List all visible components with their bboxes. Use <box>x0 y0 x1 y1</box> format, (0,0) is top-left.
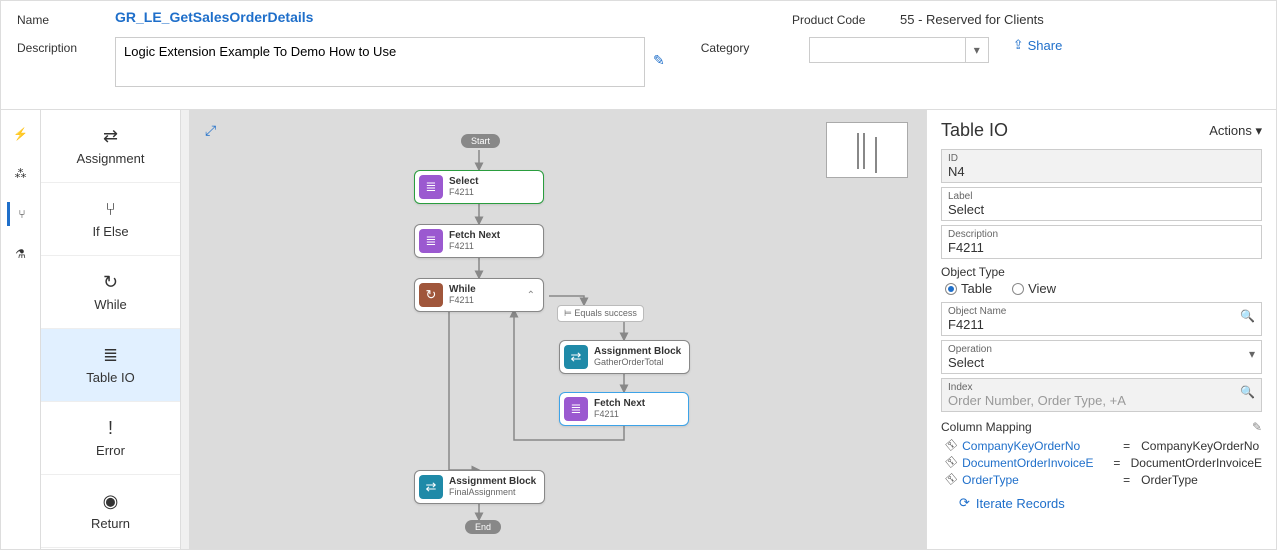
search-icon[interactable]: 🔍 <box>1234 379 1261 405</box>
rail-plug-icon[interactable]: ⚡ <box>9 122 33 146</box>
assignment-icon: ⇄ <box>564 345 588 369</box>
edit-description-icon[interactable]: ✎ <box>653 37 665 69</box>
key-icon: ⚿ <box>943 471 960 488</box>
end-node[interactable]: End <box>465 520 501 534</box>
db-icon: ≣ <box>564 397 588 421</box>
properties-panel: Table IO Actions ▾ ID N4 Label Select De… <box>926 110 1276 549</box>
chevron-up-icon: ⌃ <box>527 290 535 301</box>
iterate-records-button[interactable]: ⟳ Iterate Records <box>959 495 1065 511</box>
field-operation[interactable]: ▾ Operation Select <box>941 340 1262 374</box>
column-mapping-label: Column Mapping <box>941 420 1032 434</box>
condition-label[interactable]: ⊨ Equals success <box>557 305 644 322</box>
name-value[interactable]: GR_LE_GetSalesOrderDetails <box>115 9 313 25</box>
palette-error[interactable]: !Error <box>41 402 180 475</box>
assignment-icon: ⇄ <box>49 126 172 147</box>
actions-menu[interactable]: Actions ▾ <box>1209 123 1262 139</box>
description-label: Description <box>17 37 107 55</box>
chevron-down-icon: ▾ <box>1243 341 1261 367</box>
node-while[interactable]: ↻ WhileF4211 ⌃ <box>414 278 544 312</box>
radio-view[interactable]: View <box>1012 281 1056 296</box>
loop-icon: ↻ <box>419 283 443 307</box>
radio-table[interactable]: Table <box>945 281 992 296</box>
tableio-icon: ≣ <box>49 345 172 366</box>
rail-flask-icon[interactable]: ⚗ <box>9 242 33 266</box>
palette-assignment[interactable]: ⇄Assignment <box>41 110 180 183</box>
radio-dot-icon <box>945 283 957 295</box>
radio-dot-icon <box>1012 283 1024 295</box>
key-icon: ⚿ <box>943 437 960 454</box>
field-object-name[interactable]: 🔍 Object Name F4211 <box>941 302 1262 336</box>
product-code-value: 55 - Reserved for Clients <box>900 9 1260 27</box>
palette-tableio[interactable]: ≣Table IO <box>41 329 180 402</box>
panel-title: Table IO <box>941 120 1008 141</box>
rail-cluster-icon[interactable]: ⁂ <box>9 162 33 186</box>
db-icon: ≣ <box>419 175 443 199</box>
header-form: Name GR_LE_GetSalesOrderDetails Product … <box>1 1 1276 109</box>
node-assignment-2[interactable]: ⇄ Assignment BlockFinalAssignment <box>414 470 545 504</box>
object-type-label: Object Type <box>941 265 1262 279</box>
palette-ifelse[interactable]: ⑂If Else <box>41 183 180 256</box>
product-code-label: Product Code <box>792 9 892 27</box>
return-icon: ◉ <box>49 491 172 512</box>
palette-while[interactable]: ↻While <box>41 256 180 329</box>
key-icon: ⚿ <box>943 454 960 471</box>
node-fetch1[interactable]: ≣ Fetch NextF4211 <box>414 224 544 258</box>
palette-return[interactable]: ◉Return <box>41 475 180 548</box>
edit-mapping-icon[interactable]: ✎ <box>1252 420 1262 434</box>
mapping-row[interactable]: ⚿OrderType=OrderType <box>941 472 1262 487</box>
ifelse-icon: ⑂ <box>49 199 172 220</box>
field-label[interactable]: Label Select <box>941 187 1262 221</box>
palette: ⇄Assignment ⑂If Else ↻While ≣Table IO !E… <box>41 110 181 549</box>
share-button[interactable]: ⇪ Share <box>1013 37 1063 53</box>
db-icon: ≣ <box>419 229 443 253</box>
search-icon[interactable]: 🔍 <box>1234 303 1261 329</box>
description-input[interactable]: Logic Extension Example To Demo How to U… <box>115 37 645 87</box>
node-select[interactable]: ≣ SelectF4211 <box>414 170 544 204</box>
assignment-icon: ⇄ <box>419 475 443 499</box>
node-fetch2[interactable]: ≣ Fetch NextF4211 <box>559 392 689 426</box>
error-icon: ! <box>49 418 172 439</box>
while-icon: ↻ <box>49 272 172 293</box>
share-icon: ⇪ <box>1013 37 1024 53</box>
refresh-icon: ⟳ <box>959 495 970 511</box>
start-node[interactable]: Start <box>461 134 500 148</box>
category-select[interactable] <box>809 37 989 63</box>
mapping-row[interactable]: ⚿CompanyKeyOrderNo=CompanyKeyOrderNo <box>941 438 1262 453</box>
field-id: ID N4 <box>941 149 1262 183</box>
field-description[interactable]: Description F4211 <box>941 225 1262 259</box>
left-rail: ⚡ ⁂ ⑂ ⚗ <box>1 110 41 549</box>
canvas[interactable]: ⤢ Start ≣ SelectF42 <box>181 110 926 549</box>
node-assignment-1[interactable]: ⇄ Assignment BlockGatherOrderTotal <box>559 340 690 374</box>
field-index[interactable]: 🔍 Index Order Number, Order Type, +A <box>941 378 1262 412</box>
category-label: Category <box>701 37 801 55</box>
rail-tree-icon[interactable]: ⑂ <box>7 202 31 226</box>
mapping-row[interactable]: ⚿DocumentOrderInvoiceE=DocumentOrderInvo… <box>941 455 1262 470</box>
name-label: Name <box>17 9 107 27</box>
